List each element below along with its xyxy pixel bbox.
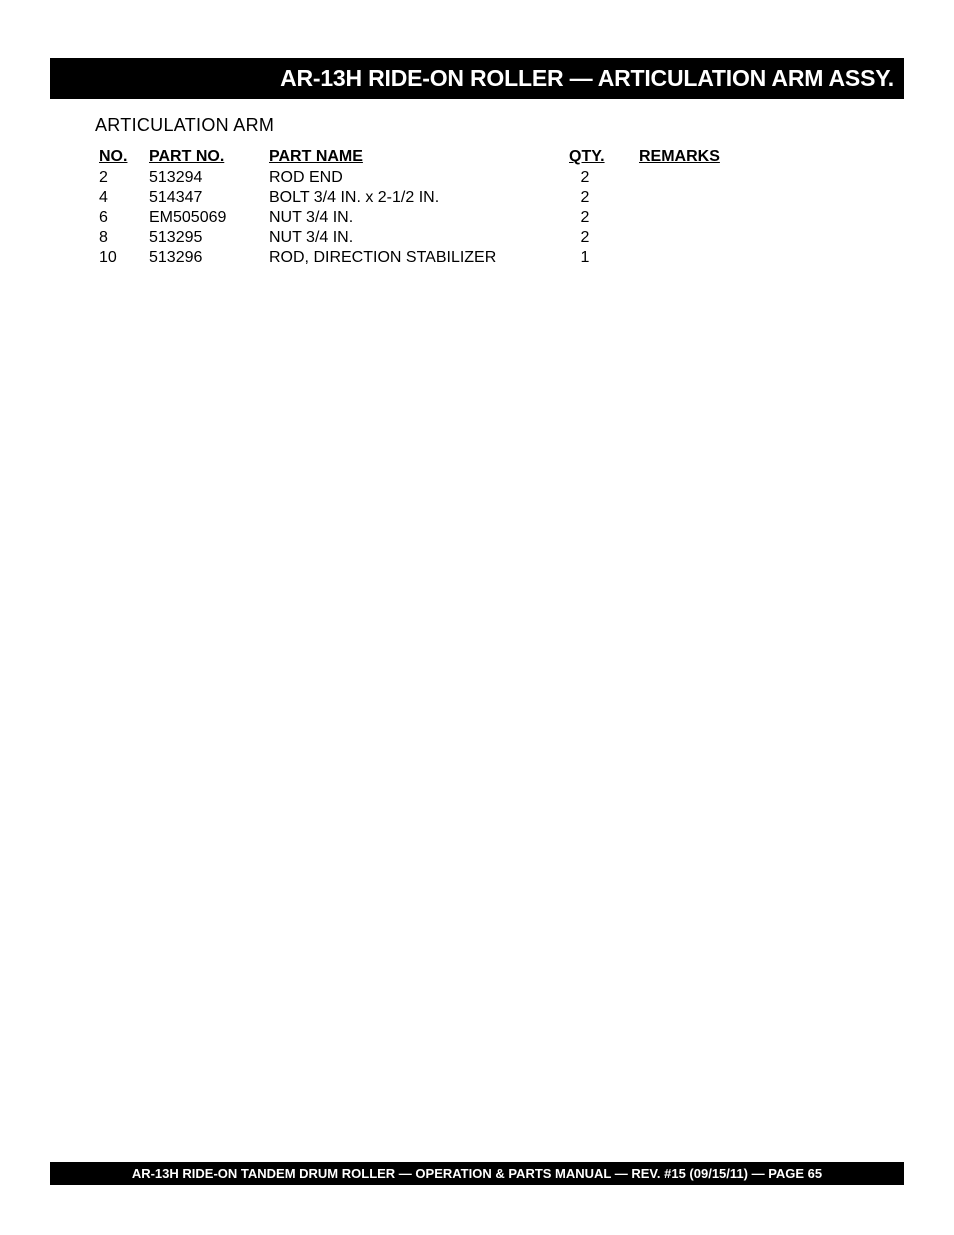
cell-remarks xyxy=(635,168,830,188)
cell-no: 2 xyxy=(95,168,145,188)
cell-partno: EM505069 xyxy=(145,208,265,228)
page-title: AR-13H RIDE-ON ROLLER — ARTICULATION ARM… xyxy=(280,65,894,91)
cell-qty: 1 xyxy=(565,248,635,268)
cell-partno: 514347 xyxy=(145,188,265,208)
cell-no: 6 xyxy=(95,208,145,228)
cell-partname: ROD END xyxy=(265,168,565,188)
cell-partno: 513296 xyxy=(145,248,265,268)
cell-remarks xyxy=(635,228,830,248)
cell-partname: ROD, DIRECTION STABILIZER xyxy=(265,248,565,268)
header-no: NO. xyxy=(95,146,145,168)
cell-remarks xyxy=(635,188,830,208)
cell-remarks xyxy=(635,248,830,268)
parts-table: NO. PART NO. PART NAME QTY. REMARKS 2 51… xyxy=(95,146,830,268)
cell-partname: BOLT 3/4 IN. x 2-1/2 IN. xyxy=(265,188,565,208)
header-qty: QTY. xyxy=(565,146,635,168)
cell-partno: 513295 xyxy=(145,228,265,248)
page-footer-bar: AR-13H RIDE-ON TANDEM DRUM ROLLER — OPER… xyxy=(50,1162,904,1185)
cell-qty: 2 xyxy=(565,208,635,228)
header-remarks: REMARKS xyxy=(635,146,830,168)
page-footer-text: AR-13H RIDE-ON TANDEM DRUM ROLLER — OPER… xyxy=(132,1166,822,1181)
page-container: AR-13H RIDE-ON ROLLER — ARTICULATION ARM… xyxy=(0,0,954,268)
table-row: 8 513295 NUT 3/4 IN. 2 xyxy=(95,228,830,248)
page-title-bar: AR-13H RIDE-ON ROLLER — ARTICULATION ARM… xyxy=(50,58,904,99)
table-row: 6 EM505069 NUT 3/4 IN. 2 xyxy=(95,208,830,228)
table-body: 2 513294 ROD END 2 4 514347 BOLT 3/4 IN.… xyxy=(95,168,830,268)
cell-no: 10 xyxy=(95,248,145,268)
table-row: 10 513296 ROD, DIRECTION STABILIZER 1 xyxy=(95,248,830,268)
header-partno: PART NO. xyxy=(145,146,265,168)
section-title: ARTICULATION ARM xyxy=(95,115,904,136)
cell-partname: NUT 3/4 IN. xyxy=(265,228,565,248)
cell-partno: 513294 xyxy=(145,168,265,188)
cell-no: 4 xyxy=(95,188,145,208)
cell-no: 8 xyxy=(95,228,145,248)
table-row: 4 514347 BOLT 3/4 IN. x 2-1/2 IN. 2 xyxy=(95,188,830,208)
cell-remarks xyxy=(635,208,830,228)
cell-qty: 2 xyxy=(565,228,635,248)
table-row: 2 513294 ROD END 2 xyxy=(95,168,830,188)
table-header-row: NO. PART NO. PART NAME QTY. REMARKS xyxy=(95,146,830,168)
cell-qty: 2 xyxy=(565,188,635,208)
header-partname: PART NAME xyxy=(265,146,565,168)
cell-qty: 2 xyxy=(565,168,635,188)
cell-partname: NUT 3/4 IN. xyxy=(265,208,565,228)
